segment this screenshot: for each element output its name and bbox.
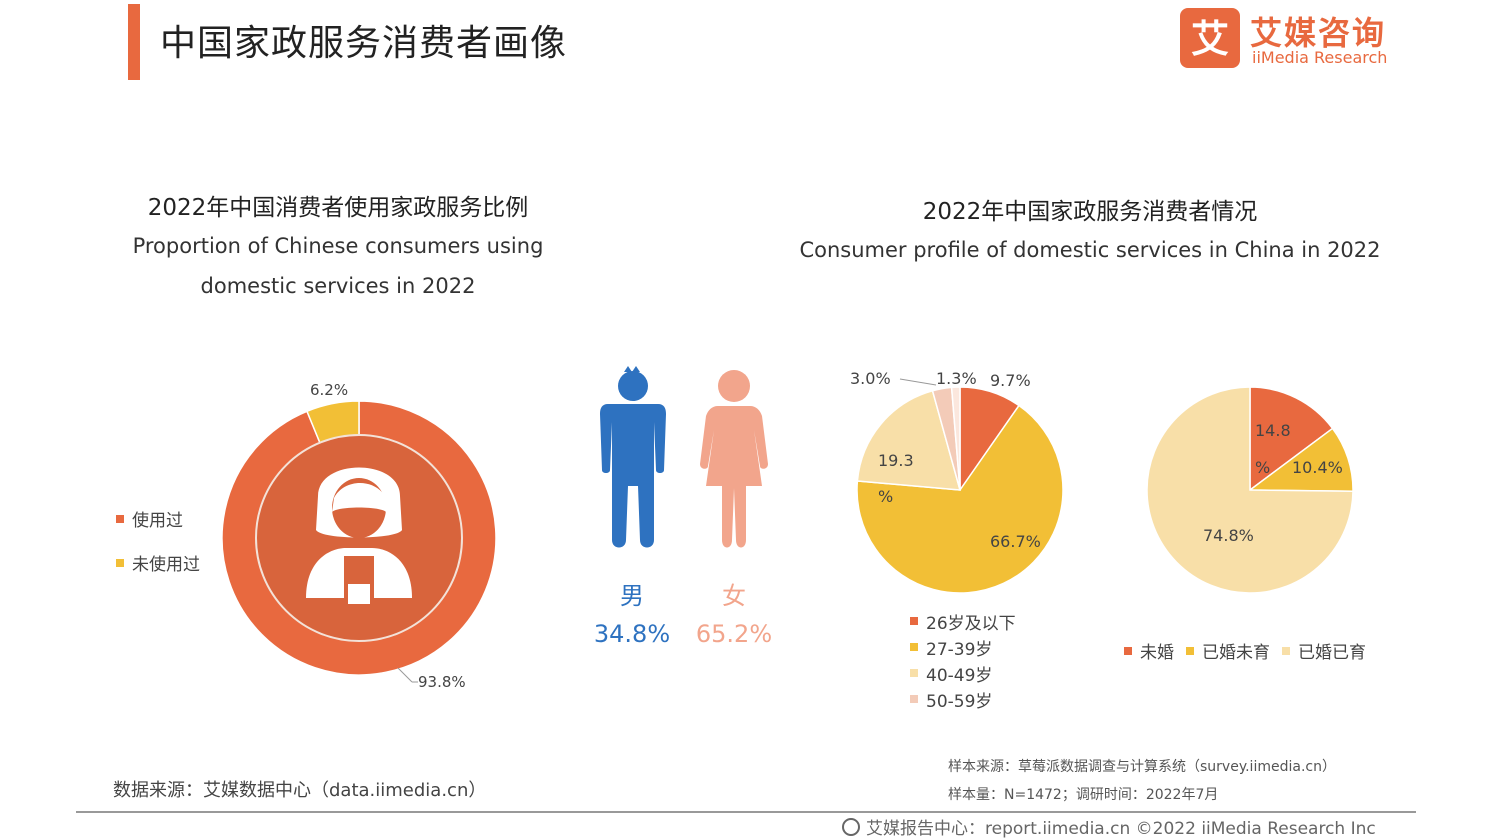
age-legend-label: 26岁及以下	[926, 613, 1016, 634]
title-accent-bar	[128, 4, 140, 80]
donut-center-disc	[256, 435, 462, 641]
footer-divider	[76, 811, 1416, 813]
legend-label-not-used: 未使用过	[132, 555, 200, 575]
age-legend-item: 26岁及以下	[910, 608, 1016, 634]
marital-slice-2	[1146, 386, 1354, 594]
left-chart-subtitle-line2: domestic services in 2022	[200, 274, 476, 298]
female-char: 女	[722, 582, 746, 610]
marital-legend-label: 未婚	[1140, 643, 1174, 663]
logo-text-cn: 艾媒咨询	[1250, 14, 1387, 52]
data-source: 数据来源：艾媒数据中心（data.iimedia.cn）	[113, 780, 487, 801]
age-legend-item: 27-39岁	[910, 634, 1016, 660]
marital-legend-label: 已婚未育	[1202, 643, 1270, 663]
age-label-50-59: 3.0%	[850, 369, 891, 388]
marital-label-married-with-child: 74.8%	[1203, 526, 1254, 545]
logo-text-en: iiMedia Research	[1252, 48, 1388, 67]
marital-legend: 未婚 已婚未育 已婚已育	[1124, 638, 1366, 663]
age-legend-label: 27-39岁	[926, 639, 993, 660]
age-slice-4	[950, 386, 961, 491]
age-legend-label: 50-59岁	[926, 691, 993, 712]
footer-copyright: 艾媒报告中心：report.iimedia.cn ©2022 iiMedia R…	[842, 814, 1376, 839]
person-icon	[306, 467, 412, 604]
legend-label-used: 使用过	[132, 511, 183, 531]
age-slice-3	[931, 386, 961, 491]
logo-mark-text: 艾	[1191, 17, 1229, 61]
marital-label-married-no-child: 10.4%	[1292, 458, 1343, 477]
marital-slice-0	[1249, 386, 1334, 492]
donut-slice-1	[305, 400, 360, 539]
male-char: 男	[620, 582, 644, 610]
label-leader-line	[397, 667, 413, 683]
female-figure-icon	[700, 370, 768, 548]
female-value: 65.2%	[695, 620, 773, 648]
marital-legend-swatch	[1124, 646, 1132, 655]
marital-legend-swatch	[1282, 646, 1290, 655]
legend-swatch-used	[116, 514, 124, 523]
marital-legend-item: 已婚已育	[1282, 638, 1366, 663]
sample-size: 样本量：N=1472；调研时间：2022年7月	[948, 787, 1219, 803]
donut-slice-0	[221, 400, 497, 676]
age-label-27-39: 66.7%	[990, 532, 1041, 551]
page-title: 中国家政服务消费者画像	[160, 23, 568, 64]
left-chart-subtitle-line1: Proportion of Chinese consumers using	[132, 234, 544, 258]
marital-legend-item: 未婚	[1124, 638, 1174, 663]
age-label-40-49: 19.3%	[878, 451, 914, 506]
age-legend-item: 50-59岁	[910, 686, 1016, 712]
age-legend-item: 40-49岁	[910, 660, 1016, 686]
globe-icon	[842, 817, 860, 836]
marital-legend-swatch	[1186, 646, 1194, 655]
legend-swatch-not-used	[116, 558, 124, 567]
age-label-60plus: 1.3%	[936, 369, 977, 388]
marital-label-single: 14.8%	[1255, 421, 1291, 477]
age-legend: 26岁及以下 27-39岁 40-49岁 50-59岁	[910, 608, 1016, 712]
age-legend-swatch	[910, 669, 918, 677]
left-chart-subtitle: Proportion of Chinese consumers using do…	[98, 226, 578, 306]
age-legend-swatch	[910, 643, 918, 651]
male-figure-icon	[600, 366, 666, 548]
marital-pie-chart	[1146, 386, 1354, 594]
age-legend-label: 40-49岁	[926, 665, 993, 686]
right-chart-subtitle: Consumer profile of domestic services in…	[799, 238, 1381, 262]
age-label-leader	[899, 378, 937, 386]
legend-item-used: 使用过	[116, 506, 183, 531]
donut-label-not-used: 6.2%	[310, 381, 348, 399]
footer-copyright-text: 艾媒报告中心：report.iimedia.cn ©2022 iiMedia R…	[866, 819, 1376, 839]
age-legend-swatch	[910, 617, 918, 625]
marital-slice-1	[1247, 427, 1354, 493]
age-pie-chart	[856, 386, 1064, 594]
right-chart-title: 2022年中国家政服务消费者情况	[922, 199, 1258, 225]
age-legend-swatch	[910, 695, 918, 703]
marital-legend-label: 已婚已育	[1298, 643, 1366, 663]
age-slice-0	[959, 386, 1021, 493]
logo-mark-icon: 艾	[1191, 17, 1229, 61]
marital-legend-item: 已婚未育	[1186, 638, 1270, 663]
age-slice-1	[856, 404, 1064, 594]
legend-item-not-used: 未使用过	[116, 550, 200, 575]
donut-label-used: 93.8%	[418, 673, 466, 691]
donut-center-ring	[255, 434, 463, 642]
logo-mark: 艾	[1180, 8, 1240, 68]
sample-source: 样本来源：草莓派数据调查与计算系统（survey.iimedia.cn）	[948, 759, 1336, 775]
age-slice-2	[856, 389, 962, 491]
age-label-under-26: 9.7%	[990, 371, 1031, 390]
male-value: 34.8%	[593, 620, 671, 648]
left-chart-title: 2022年中国消费者使用家政服务比例	[147, 195, 529, 221]
